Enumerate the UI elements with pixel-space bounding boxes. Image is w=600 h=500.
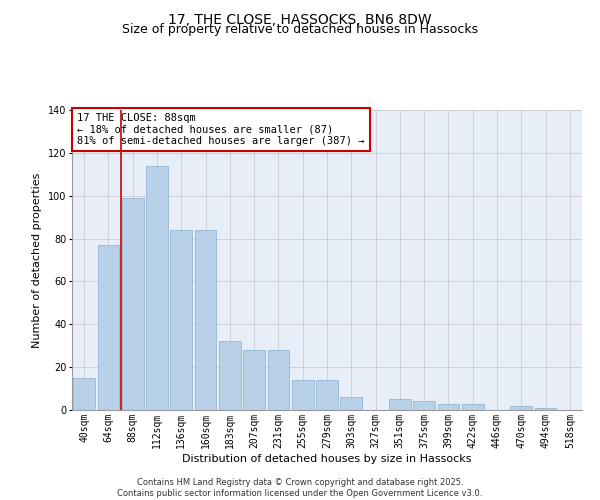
- Bar: [194, 230, 217, 410]
- Bar: [146, 166, 168, 410]
- Bar: [535, 408, 556, 410]
- Text: 17 THE CLOSE: 88sqm
← 18% of detached houses are smaller (87)
81% of semi-detach: 17 THE CLOSE: 88sqm ← 18% of detached ho…: [77, 113, 365, 146]
- Bar: [437, 404, 460, 410]
- Bar: [243, 350, 265, 410]
- Text: Size of property relative to detached houses in Hassocks: Size of property relative to detached ho…: [122, 22, 478, 36]
- Bar: [122, 198, 143, 410]
- Bar: [462, 404, 484, 410]
- Bar: [97, 245, 119, 410]
- Bar: [413, 402, 435, 410]
- Text: Contains HM Land Registry data © Crown copyright and database right 2025.
Contai: Contains HM Land Registry data © Crown c…: [118, 478, 482, 498]
- Bar: [389, 400, 411, 410]
- X-axis label: Distribution of detached houses by size in Hassocks: Distribution of detached houses by size …: [182, 454, 472, 464]
- Bar: [73, 378, 95, 410]
- Y-axis label: Number of detached properties: Number of detached properties: [32, 172, 43, 348]
- Bar: [268, 350, 289, 410]
- Bar: [316, 380, 338, 410]
- Bar: [340, 397, 362, 410]
- Text: 17, THE CLOSE, HASSOCKS, BN6 8DW: 17, THE CLOSE, HASSOCKS, BN6 8DW: [168, 12, 432, 26]
- Bar: [219, 342, 241, 410]
- Bar: [292, 380, 314, 410]
- Bar: [170, 230, 192, 410]
- Bar: [511, 406, 532, 410]
